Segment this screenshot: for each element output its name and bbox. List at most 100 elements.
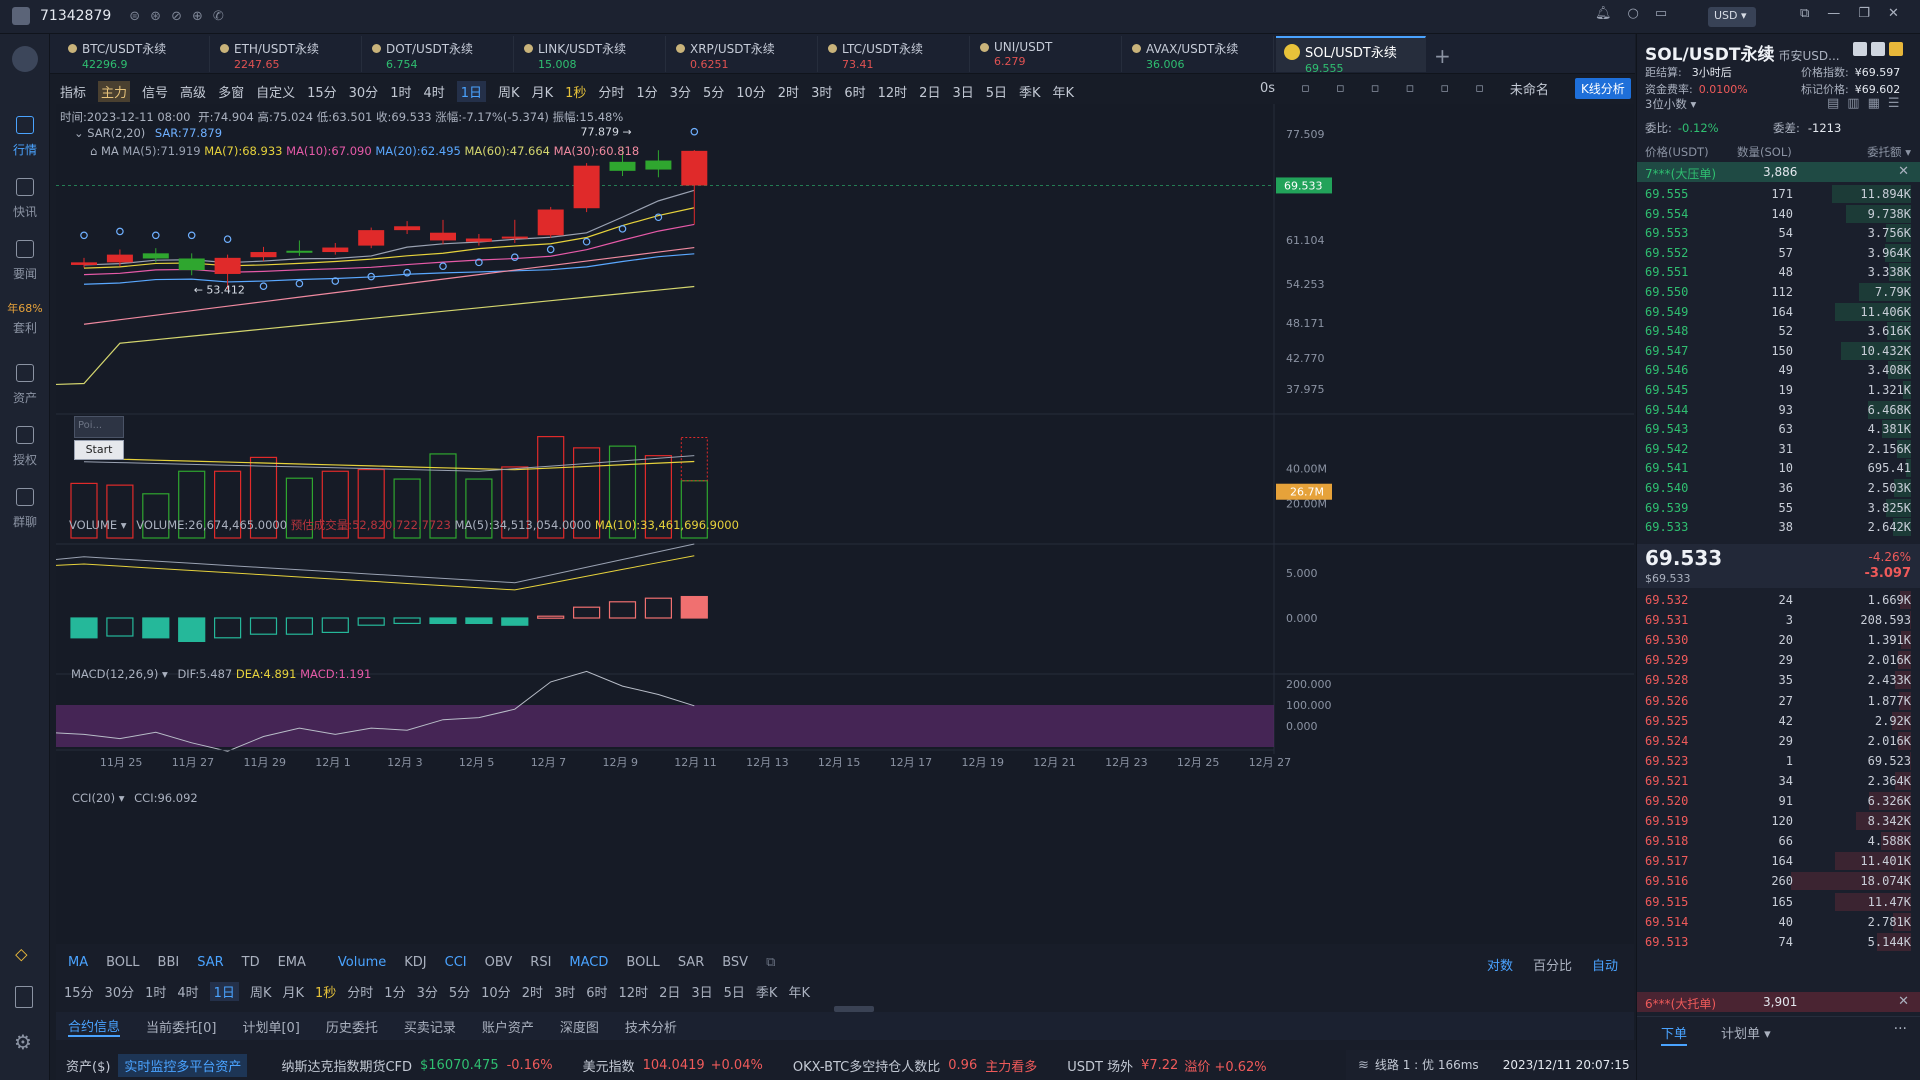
- collapse-icon[interactable]: ⌄: [74, 126, 88, 140]
- candle[interactable]: [250, 252, 277, 258]
- indicator-main[interactable]: TD: [241, 955, 260, 970]
- candle[interactable]: [609, 161, 636, 171]
- status-monitor[interactable]: 实时监控多平台资产: [118, 1053, 248, 1077]
- toolbar-item[interactable]: 自定义: [256, 85, 296, 101]
- toolbar-item[interactable]: 年K: [1052, 85, 1075, 101]
- volume-bar[interactable]: [214, 470, 242, 539]
- bell-icon[interactable]: 🔔︎: [1595, 6, 1612, 21]
- nav-item-3[interactable]: 年68% 套利: [0, 298, 50, 350]
- camera-icon[interactable]: ▫: [1301, 81, 1310, 96]
- timeframe-button[interactable]: 3日: [691, 986, 713, 1001]
- macd-bar[interactable]: [501, 617, 529, 626]
- toolbar-item[interactable]: 6时: [844, 85, 866, 101]
- col-total-select[interactable]: 委托额 ▾: [1867, 145, 1911, 159]
- bid-row[interactable]: 69.518 66 4.588K: [1645, 831, 1911, 851]
- bid-row[interactable]: 69.514 40 2.781K: [1645, 912, 1911, 932]
- candle[interactable]: [286, 250, 313, 253]
- star-icon[interactable]: [1871, 42, 1885, 56]
- macd-bar[interactable]: [249, 617, 278, 635]
- macd-bar[interactable]: [537, 615, 565, 619]
- timeframe-button[interactable]: 3分: [416, 986, 438, 1001]
- ask-row[interactable]: 69.540 36 2.503K: [1645, 478, 1911, 498]
- scale-mode[interactable]: 对数: [1486, 959, 1513, 974]
- candle[interactable]: [465, 238, 492, 242]
- avatar[interactable]: [12, 7, 30, 25]
- bottom-tab[interactable]: 账户资产: [481, 1020, 534, 1036]
- toolbar-item[interactable]: 分时: [598, 85, 625, 101]
- logo-icon[interactable]: [12, 46, 38, 72]
- nav-item-6[interactable]: 群聊: [0, 484, 50, 536]
- timeframe-button[interactable]: 分时: [347, 986, 374, 1001]
- symbol-tab[interactable]: LTC/USDT永续 73.41: [820, 36, 970, 72]
- close-big-sell-icon[interactable]: ✕: [1898, 164, 1909, 179]
- bid-row[interactable]: 69.526 27 1.877K: [1645, 691, 1911, 711]
- toolbar-item[interactable]: 12时: [877, 85, 908, 101]
- indicator-sub[interactable]: Volume: [337, 955, 387, 970]
- nav-item-0[interactable]: 行情: [0, 112, 50, 164]
- toolbar-item[interactable]: 2时: [777, 85, 800, 101]
- toolbar-item[interactable]: 3分: [669, 85, 691, 101]
- ask-row[interactable]: 69.549 164 11.406K: [1645, 302, 1911, 322]
- ask-row[interactable]: 69.553 54 3.756K: [1645, 223, 1911, 243]
- candle[interactable]: [322, 247, 349, 253]
- bid-row[interactable]: 69.519 120 8.342K: [1645, 811, 1911, 831]
- ask-row[interactable]: 69.548 52 3.616K: [1645, 321, 1911, 341]
- bid-row[interactable]: 69.524 29 2.016K: [1645, 731, 1911, 751]
- nav-item-4[interactable]: 资产: [0, 360, 50, 412]
- ask-row[interactable]: 69.552 57 3.964K: [1645, 243, 1911, 263]
- candle[interactable]: [430, 232, 456, 241]
- timeframe-button[interactable]: 6时: [586, 986, 608, 1001]
- bottom-tab[interactable]: 买卖记录: [403, 1020, 456, 1036]
- volume-bar[interactable]: [393, 478, 421, 539]
- volume-legend[interactable]: VOLUME ▾ VOLUME:26,674,465.0000 预估成交量:52…: [69, 518, 739, 532]
- timeframe-button[interactable]: 4时: [177, 986, 199, 1001]
- bottom-tab[interactable]: 当前委托[0]: [146, 1020, 217, 1036]
- toolbar-item[interactable]: 季K: [1019, 85, 1041, 101]
- toolbar-item[interactable]: 5分: [702, 85, 725, 101]
- macd-bar[interactable]: [680, 595, 708, 619]
- volume-bar[interactable]: [357, 468, 385, 539]
- ask-row[interactable]: 69.543 63 4.381K: [1645, 419, 1911, 439]
- timeframe-button[interactable]: 15分: [64, 986, 94, 1001]
- timeframe-button[interactable]: 1时: [145, 986, 167, 1001]
- order-tab[interactable]: 下单: [1661, 1023, 1688, 1046]
- bid-row[interactable]: 69.528 35 2.433K: [1645, 670, 1911, 690]
- indicator-main[interactable]: MA: [68, 955, 89, 970]
- symbol-tab[interactable]: UNI/USDT 6.279: [972, 36, 1122, 72]
- macd-bar[interactable]: [429, 617, 457, 625]
- macd-bar[interactable]: [106, 617, 134, 637]
- timeframe-button[interactable]: 1分: [384, 986, 406, 1001]
- timeframe-button[interactable]: 年K: [788, 986, 810, 1001]
- volume-bar[interactable]: [608, 445, 637, 539]
- timeframe-button[interactable]: 1秒: [315, 986, 337, 1001]
- toolbar-item[interactable]: 2日: [919, 85, 941, 101]
- plan-tab[interactable]: 计划单 ▾: [1721, 1027, 1771, 1042]
- volume-bar[interactable]: [142, 493, 170, 539]
- minimize-icon[interactable]: —: [1827, 6, 1841, 21]
- ask-row[interactable]: 69.546 49 3.408K: [1645, 360, 1911, 380]
- ask-row[interactable]: 69.551 48 3.338K: [1645, 262, 1911, 282]
- ask-row[interactable]: 69.555 171 11.894K: [1645, 184, 1911, 204]
- currency-select[interactable]: USD ▾: [1708, 7, 1756, 27]
- candle[interactable]: [71, 262, 97, 265]
- toolbar-item[interactable]: 5日: [985, 85, 1008, 101]
- macd-legend[interactable]: MACD(12,26,9) ▾ DIF:5.487 DEA:4.891 MACD…: [71, 667, 372, 681]
- symbol-tab[interactable]: XRP/USDT永续 0.6251: [668, 36, 818, 72]
- symbol-tab[interactable]: BTC/USDT永续 42296.9: [60, 36, 210, 72]
- volume-bar[interactable]: [572, 447, 601, 539]
- toolbar-item[interactable]: 高级: [180, 85, 207, 101]
- bid-row[interactable]: 69.516 260 18.074K: [1645, 871, 1911, 891]
- volume-bar[interactable]: [644, 455, 673, 539]
- bottom-tab[interactable]: 深度图: [559, 1020, 599, 1036]
- ask-row[interactable]: 69.539 55 3.825K: [1645, 498, 1911, 518]
- bid-row[interactable]: 69.520 91 6.326K: [1645, 791, 1911, 811]
- macd-bar[interactable]: [465, 617, 493, 625]
- macd-bar[interactable]: [70, 617, 98, 639]
- indicator-sub[interactable]: OBV: [484, 955, 513, 970]
- bottom-tab[interactable]: 计划单[0]: [242, 1020, 300, 1036]
- edit-indicators-icon[interactable]: ⧉: [766, 955, 776, 970]
- candle[interactable]: [214, 257, 241, 274]
- phone-icon[interactable]: ✆: [212, 8, 224, 24]
- sar-legend[interactable]: ⌄ SAR(2,20) SAR:77.879: [74, 126, 222, 140]
- ask-row[interactable]: 69.542 31 2.156K: [1645, 439, 1911, 459]
